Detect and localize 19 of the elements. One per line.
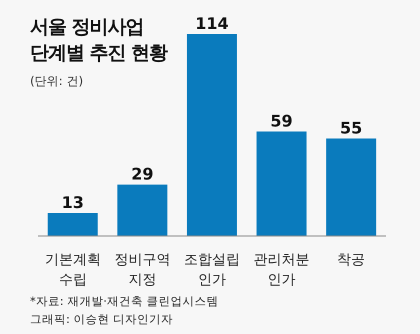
chart-title: 서울 정비사업 단계별 추진 현황 — [30, 15, 168, 66]
x-tick-label: 관리처분 인가 — [254, 252, 310, 288]
text: (단위: 건) — [30, 73, 84, 90]
bar — [186, 34, 237, 236]
bar — [256, 131, 307, 236]
x-tick-label: 기본계획 수립 — [44, 252, 101, 288]
text: *자료: 재개발·재건축 클린업시스템 — [30, 293, 219, 310]
data-label: 114 — [195, 14, 229, 33]
x-tick-label: 착공 — [337, 252, 366, 268]
bar — [117, 184, 168, 236]
text: 그래픽: 이승현 디자인기자 — [30, 311, 174, 328]
data-label: 13 — [62, 192, 84, 212]
x-tick-label: 조합설립 인가 — [184, 252, 240, 288]
bar — [48, 212, 98, 236]
x-tick-label: 정비구역 지정 — [114, 252, 170, 288]
bar — [326, 138, 376, 236]
data-label: 59 — [270, 111, 293, 130]
data-label: 29 — [131, 164, 154, 184]
data-label: 55 — [340, 118, 362, 138]
